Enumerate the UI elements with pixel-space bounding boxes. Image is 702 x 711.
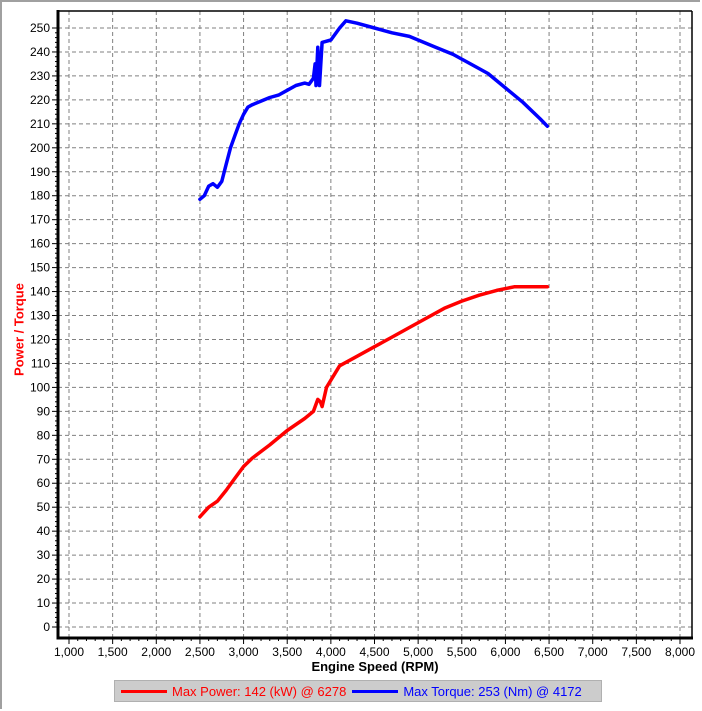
y-tick-label: 90 xyxy=(37,404,51,418)
y-tick-label: 180 xyxy=(30,189,50,203)
legend-power-swatch xyxy=(121,689,167,693)
x-axis-label-text: Engine Speed (RPM) xyxy=(311,659,439,674)
y-tick-label: 160 xyxy=(30,237,50,251)
y-tick-label: 0 xyxy=(43,620,50,634)
y-tick-label: 70 xyxy=(37,452,51,466)
y-tick-label: 50 xyxy=(37,500,51,514)
y-tick-label: 100 xyxy=(30,380,50,394)
y-tick-label: 190 xyxy=(30,165,50,179)
y-tick-label: 110 xyxy=(31,356,50,370)
y-tick-label: 170 xyxy=(30,213,50,227)
y-tick-label: 130 xyxy=(30,309,50,323)
y-tick-label: 210 xyxy=(30,117,50,131)
legend: Max Power: 142 (kW) @ 6278 Max Torque: 2… xyxy=(114,680,602,702)
x-tick-label: 1,500 xyxy=(98,645,128,659)
y-tick-label: 40 xyxy=(37,524,51,538)
y-tick-label: 220 xyxy=(30,93,50,107)
legend-torque-swatch xyxy=(352,689,399,693)
y-tick-label: 10 xyxy=(37,596,51,610)
x-axis-label: Engine Speed (RPM) xyxy=(0,659,702,674)
x-tick-label: 2,000 xyxy=(141,645,171,659)
x-tick-label: 5,500 xyxy=(447,645,477,659)
legend-power-label: Max Power: 142 (kW) @ 6278 xyxy=(172,683,347,699)
legend-item-power[interactable]: Max Power: 142 (kW) @ 6278 xyxy=(121,684,346,699)
x-tick-label: 2,500 xyxy=(185,645,215,659)
y-tick-label: 20 xyxy=(37,572,51,586)
x-tick-label: 7,000 xyxy=(578,645,608,659)
y-tick-label: 150 xyxy=(30,261,50,275)
torque-curve xyxy=(198,19,550,202)
y-tick-label: 80 xyxy=(37,428,51,442)
x-tick-label: 8,000 xyxy=(665,645,695,659)
y-tick-label: 230 xyxy=(30,69,50,83)
x-tick-label: 3,500 xyxy=(272,645,302,659)
legend-item-torque[interactable]: Max Torque: 253 (Nm) @ 4172 xyxy=(352,683,582,699)
plot-background xyxy=(58,11,692,638)
y-tick-label: 140 xyxy=(30,285,50,299)
x-tick-label: 6,500 xyxy=(534,645,564,659)
x-tick-label: 6,000 xyxy=(490,645,520,659)
x-tick-label: 4,000 xyxy=(316,645,346,659)
y-tick-label: 120 xyxy=(30,332,50,346)
legend-torque-label: Max Torque: 253 (Nm) @ 4172 xyxy=(403,683,582,699)
y-tick-label: 60 xyxy=(37,476,51,490)
y-tick-label: 30 xyxy=(37,548,51,562)
y-tick-label: 200 xyxy=(30,141,50,155)
power-curve xyxy=(198,285,550,519)
y-tick-label: 240 xyxy=(30,45,50,59)
x-tick-label: 4,500 xyxy=(359,645,389,659)
y-axis-label: Power / Torque xyxy=(11,283,27,376)
y-tick-label: 250 xyxy=(30,21,50,35)
x-tick-label: 5,000 xyxy=(403,645,433,659)
x-tick-label: 7,500 xyxy=(621,645,651,659)
x-tick-label: 1,000 xyxy=(54,645,84,659)
x-tick-label: 3,000 xyxy=(229,645,259,659)
